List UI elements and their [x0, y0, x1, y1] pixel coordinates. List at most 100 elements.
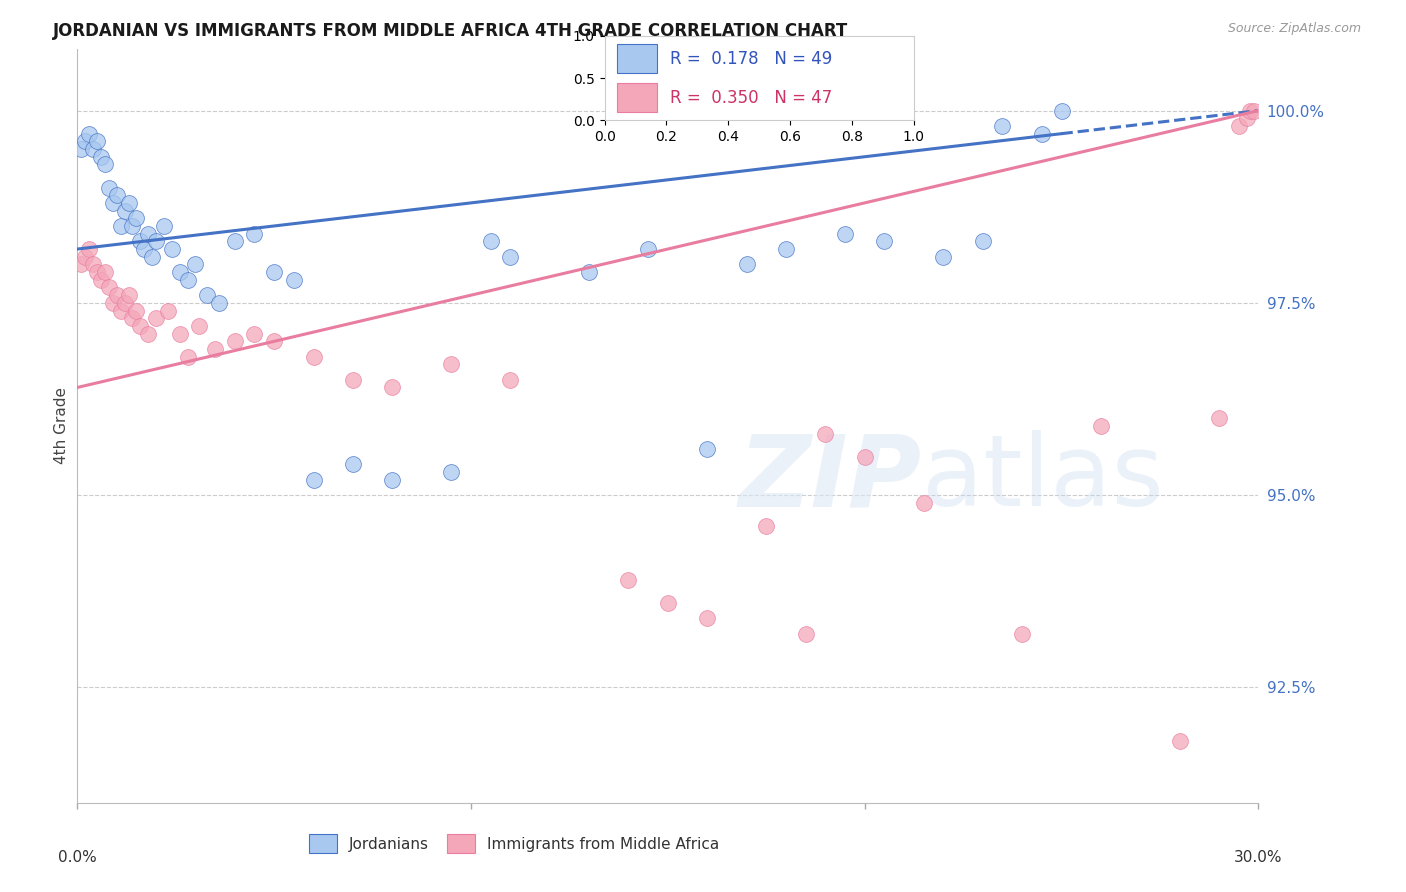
Point — [86, 265, 108, 279]
Point — [145, 235, 167, 249]
Point — [188, 318, 211, 333]
Point — [696, 611, 718, 625]
Point — [1011, 626, 1033, 640]
Point — [873, 235, 896, 249]
Point — [224, 334, 246, 349]
Text: ZIP: ZIP — [738, 430, 922, 527]
Point — [121, 219, 143, 233]
Point — [617, 573, 640, 587]
Point — [101, 296, 124, 310]
Point — [243, 227, 266, 241]
Point — [1227, 119, 1250, 133]
Point — [90, 273, 112, 287]
Point — [125, 211, 148, 226]
Point — [101, 195, 124, 210]
Point — [263, 265, 285, 279]
Point — [134, 242, 156, 256]
Point — [97, 280, 120, 294]
Point — [991, 119, 1014, 133]
Point — [141, 250, 163, 264]
FancyBboxPatch shape — [617, 83, 657, 112]
Text: 0.0%: 0.0% — [58, 850, 97, 865]
Text: atlas: atlas — [922, 430, 1163, 527]
Legend: Jordanians, Immigrants from Middle Africa: Jordanians, Immigrants from Middle Afric… — [304, 829, 725, 859]
Point — [1208, 411, 1230, 425]
Point — [110, 219, 132, 233]
Point — [499, 250, 522, 264]
Point — [75, 250, 97, 264]
Point — [153, 219, 176, 233]
Point — [1239, 103, 1261, 118]
Point — [94, 265, 117, 279]
Point — [82, 257, 104, 271]
Point — [169, 326, 191, 341]
Point — [1031, 127, 1053, 141]
Point — [1236, 112, 1258, 126]
Point — [160, 242, 183, 256]
Point — [105, 188, 128, 202]
Point — [117, 288, 139, 302]
Text: Source: ZipAtlas.com: Source: ZipAtlas.com — [1227, 22, 1361, 36]
Point — [263, 334, 285, 349]
Point — [637, 242, 659, 256]
Point — [176, 350, 198, 364]
Point — [114, 203, 136, 218]
Point — [70, 257, 93, 271]
Point — [224, 235, 246, 249]
Point — [479, 235, 502, 249]
Point — [775, 242, 797, 256]
Point — [1168, 734, 1191, 748]
Point — [110, 303, 132, 318]
Point — [735, 257, 758, 271]
Point — [578, 265, 600, 279]
Point — [145, 311, 167, 326]
Point — [834, 227, 856, 241]
Point — [169, 265, 191, 279]
Point — [794, 626, 817, 640]
Text: 30.0%: 30.0% — [1234, 850, 1282, 865]
Point — [814, 426, 837, 441]
Point — [136, 227, 159, 241]
Point — [440, 358, 463, 372]
Point — [755, 519, 778, 533]
Point — [77, 127, 100, 141]
Text: R =  0.178   N = 49: R = 0.178 N = 49 — [669, 50, 832, 68]
Point — [90, 150, 112, 164]
Point — [77, 242, 100, 256]
Point — [696, 442, 718, 456]
Point — [136, 326, 159, 341]
Point — [156, 303, 179, 318]
Point — [381, 380, 404, 394]
Point — [184, 257, 207, 271]
Point — [114, 296, 136, 310]
Point — [129, 235, 152, 249]
Point — [381, 473, 404, 487]
Point — [94, 157, 117, 171]
Point — [243, 326, 266, 341]
Point — [129, 318, 152, 333]
Point — [853, 450, 876, 464]
Point — [302, 350, 325, 364]
Y-axis label: 4th Grade: 4th Grade — [53, 387, 69, 465]
Point — [932, 250, 955, 264]
Point — [121, 311, 143, 326]
Point — [176, 273, 198, 287]
Point — [204, 342, 226, 356]
Point — [82, 142, 104, 156]
Point — [1050, 103, 1073, 118]
Point — [86, 134, 108, 148]
Point — [1243, 103, 1265, 118]
Point — [208, 296, 231, 310]
Point — [70, 142, 93, 156]
Text: JORDANIAN VS IMMIGRANTS FROM MIDDLE AFRICA 4TH GRADE CORRELATION CHART: JORDANIAN VS IMMIGRANTS FROM MIDDLE AFRI… — [53, 22, 849, 40]
Point — [125, 303, 148, 318]
Point — [75, 134, 97, 148]
Point — [342, 373, 364, 387]
Point — [195, 288, 218, 302]
Point — [342, 458, 364, 472]
Point — [440, 465, 463, 479]
Point — [97, 180, 120, 194]
Point — [972, 235, 994, 249]
Point — [499, 373, 522, 387]
Point — [302, 473, 325, 487]
